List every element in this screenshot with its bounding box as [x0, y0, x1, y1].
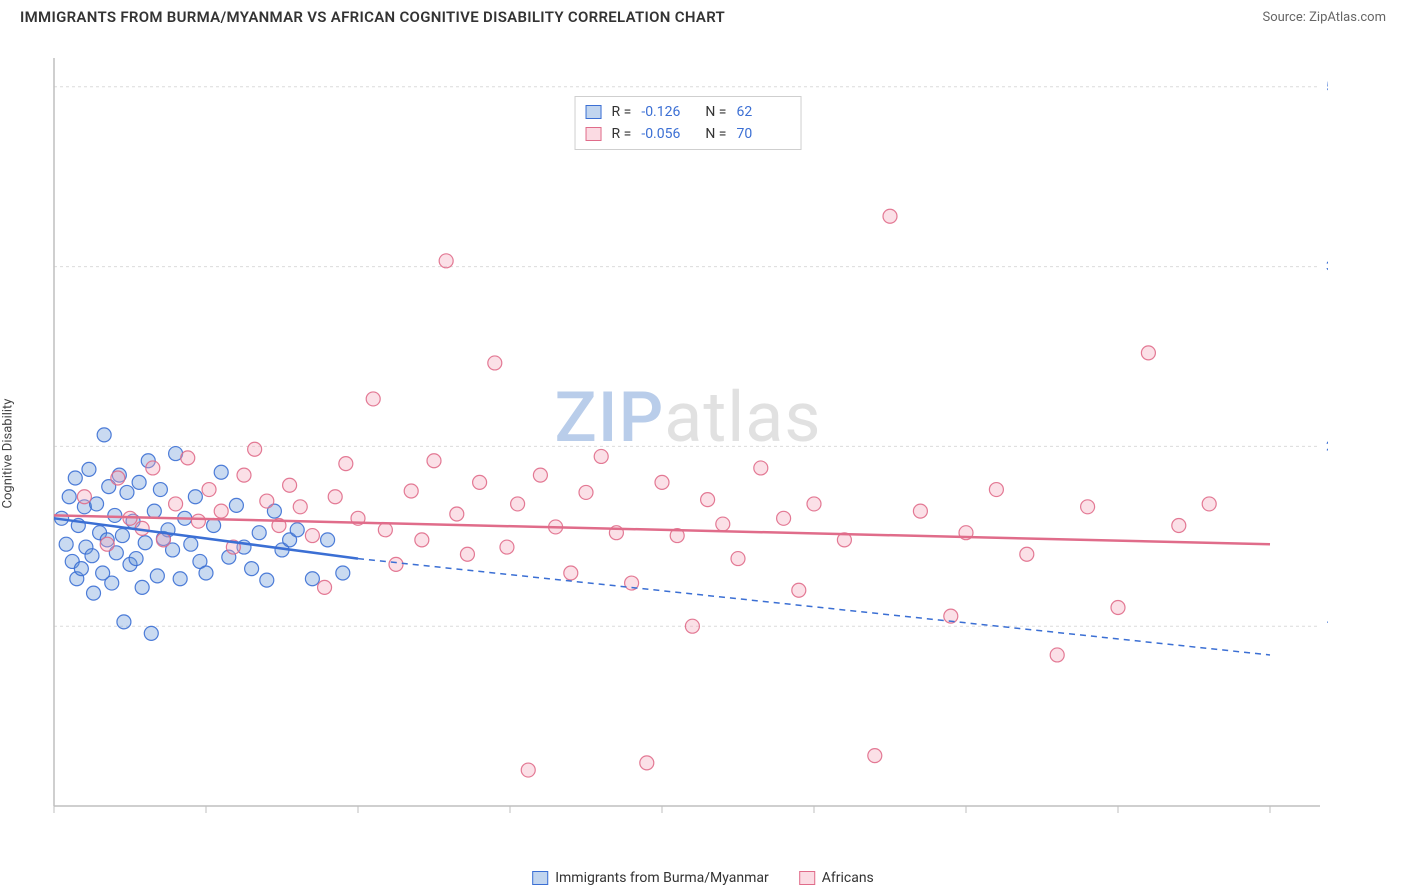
n-value-burma: 62	[736, 101, 790, 123]
r-value-burma: -0.126	[641, 101, 695, 123]
plot-area: 12.5%25.0%37.5%50.0%0.0%80.0% ZIPatlas R…	[48, 48, 1328, 818]
legend-item-african: Africans	[799, 870, 874, 886]
source-label: Source: ZipAtlas.com	[1262, 10, 1386, 25]
n-label: N =	[705, 101, 726, 123]
svg-text:25.0%: 25.0%	[1326, 439, 1328, 454]
svg-text:0.0%: 0.0%	[54, 817, 82, 818]
chart-title: IMMIGRANTS FROM BURMA/MYANMAR VS AFRICAN…	[20, 8, 725, 26]
n-value-african: 70	[736, 123, 790, 145]
title-bar: IMMIGRANTS FROM BURMA/MYANMAR VS AFRICAN…	[0, 0, 1406, 30]
r-value-african: -0.056	[641, 123, 695, 145]
svg-text:80.0%: 80.0%	[1309, 817, 1328, 818]
y-axis-label: Cognitive Disability	[1, 399, 16, 509]
swatch-burma-icon	[532, 871, 548, 885]
svg-text:12.5%: 12.5%	[1326, 619, 1328, 634]
stats-row-burma: R = -0.126 N = 62	[586, 101, 791, 123]
stats-legend-box: R = -0.126 N = 62 R = -0.056 N = 70	[575, 96, 802, 150]
scatter-chart-svg: 12.5% 25.0% 37.5% 50.0% 0.0% 80.0%	[48, 48, 1328, 818]
n-label: N =	[705, 123, 726, 145]
legend-bottom: Immigrants from Burma/Myanmar Africans	[532, 870, 874, 886]
legend-item-burma: Immigrants from Burma/Myanmar	[532, 870, 769, 886]
svg-text:37.5%: 37.5%	[1326, 260, 1328, 275]
stats-row-african: R = -0.056 N = 70	[586, 123, 791, 145]
svg-text:50.0%: 50.0%	[1326, 80, 1328, 95]
legend-label-burma: Immigrants from Burma/Myanmar	[555, 870, 769, 886]
swatch-burma	[586, 105, 602, 119]
r-label: R =	[612, 123, 632, 145]
r-label: R =	[612, 101, 632, 123]
legend-label-african: Africans	[822, 870, 874, 886]
swatch-african	[586, 127, 602, 141]
swatch-african-icon	[799, 871, 815, 885]
